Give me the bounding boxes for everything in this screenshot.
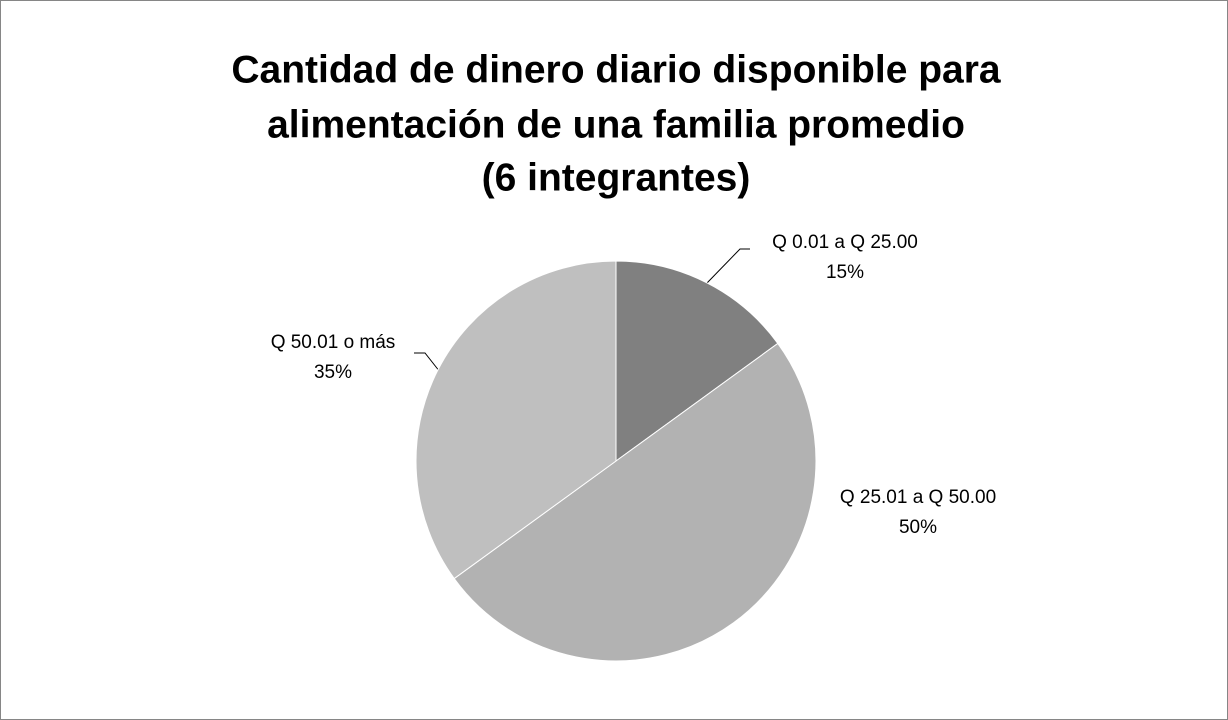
slice-value-label: 15% — [826, 262, 864, 283]
slice-label: Q 25.01 a Q 50.00 — [840, 487, 996, 508]
slice-label: Q 50.01 o más — [271, 332, 396, 353]
chart-title: Cantidad de dinero diario disponible par… — [231, 48, 1001, 91]
pie-slice — [615, 260, 779, 462]
slice-value-label: 35% — [314, 362, 352, 383]
slice-value-label: 50% — [899, 517, 937, 538]
pie-slice — [415, 260, 617, 580]
chart-title: alimentación de una familia promedio — [267, 103, 965, 146]
leader-line — [414, 352, 441, 373]
chart-title: (6 integrantes) — [482, 156, 751, 199]
leader-line — [706, 248, 750, 284]
pie-slice — [453, 342, 817, 662]
slice-label: Q 0.01 a Q 25.00 — [772, 232, 918, 253]
